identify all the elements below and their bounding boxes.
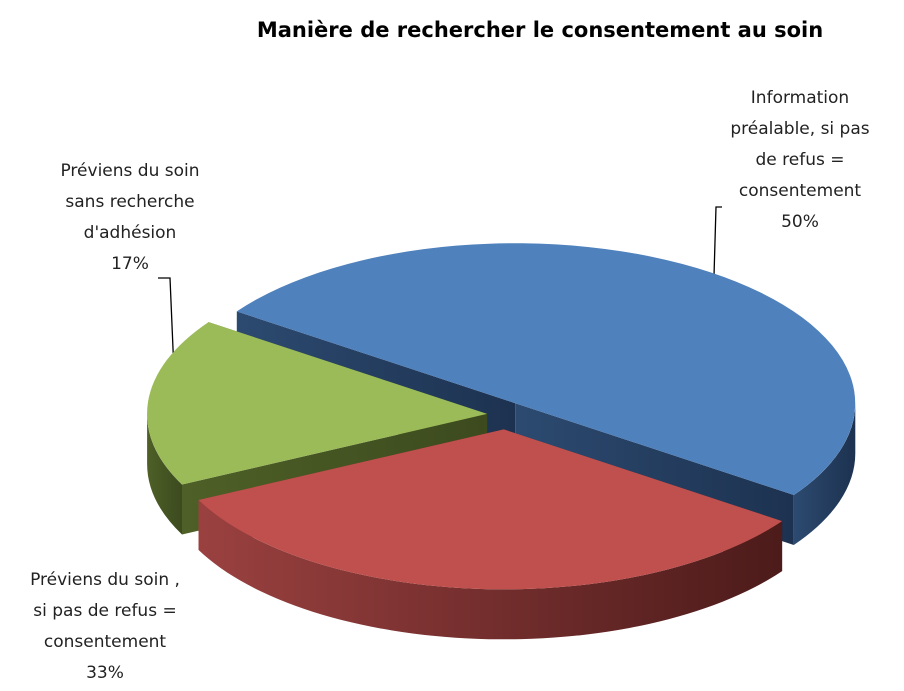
slice [198, 429, 783, 590]
chart-title: Manière de rechercher le consentement au… [257, 18, 823, 42]
label-line: préalable, si pas [730, 119, 869, 139]
slice [236, 243, 856, 495]
data-label: Information préalable, si pas de refus = co… [730, 88, 869, 201]
label-line: Préviens du soin , [30, 570, 180, 590]
slice-wall [793, 403, 856, 545]
slice-wall [147, 413, 182, 535]
label-line: consentement [739, 181, 862, 201]
value-label: 50% [781, 212, 819, 232]
label-line: de refus = [756, 150, 845, 170]
label-line: consentement [44, 632, 167, 652]
slice-wall [198, 500, 783, 640]
value-label: 17% [111, 254, 149, 274]
label-line: sans recherche [65, 192, 194, 212]
label-line: Préviens du soin [60, 161, 199, 181]
data-label: Préviens du soin , si pas de refus = conse… [30, 570, 180, 652]
label-line: si pas de refus = [33, 601, 176, 621]
label-line: d'adhésion [84, 223, 177, 243]
slice [147, 322, 488, 485]
leader-line [713, 206, 722, 277]
value-label: 33% [86, 663, 124, 683]
label-line: Information [751, 88, 849, 108]
data-label: Préviens du soin sans recherche d'adhésion [60, 161, 199, 243]
leader-line [158, 277, 175, 373]
